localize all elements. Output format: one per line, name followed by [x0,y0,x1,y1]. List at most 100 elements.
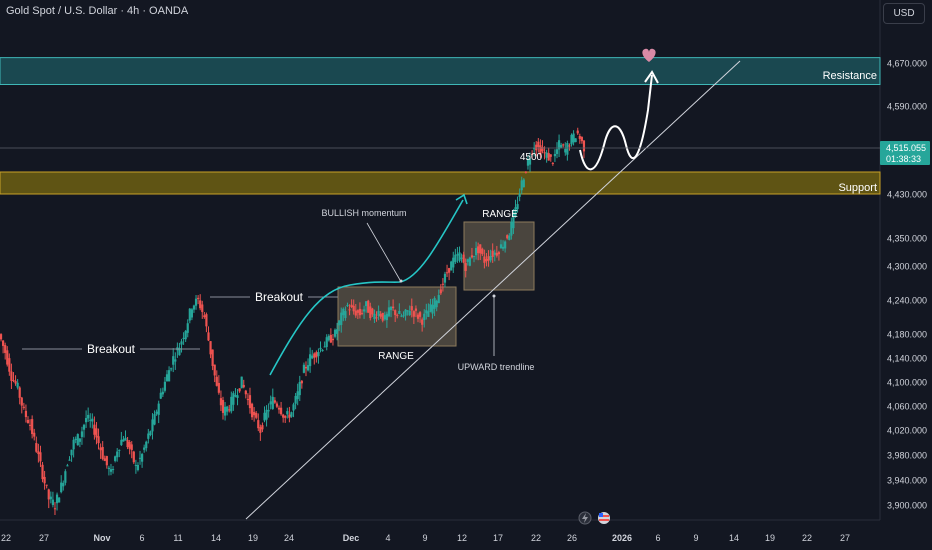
candle-body [279,407,283,415]
x-tick-label: 9 [693,533,698,543]
candle-body [207,332,210,341]
candle-body [445,272,449,274]
candle-body [18,387,21,398]
candle-body [97,436,100,444]
projection-path [579,74,653,171]
candle-body [72,439,75,450]
candle-body [499,244,503,249]
candle-body [157,403,160,415]
candle-body [576,130,579,134]
currency-button[interactable]: USD [883,3,925,24]
candle-body [174,359,177,362]
candle-body [441,283,444,285]
candle-body [466,259,469,262]
candle-body [385,313,388,321]
y-tick-label: 3,900.000 [887,501,927,511]
candle-body [178,348,181,356]
candle-body [524,171,527,173]
candle-body [242,384,245,388]
bullish-pointer-dot [399,279,403,283]
candle-body [248,395,252,409]
candle-body [126,440,129,448]
candle-body [236,395,239,398]
candle-body [485,259,488,262]
candle-body [186,323,189,333]
y-tick-label: 4,020.000 [887,426,927,436]
candle-body [4,345,7,353]
candle-body [304,366,308,369]
candle-body [60,482,63,493]
candle-body [62,482,65,487]
candle-body [365,301,368,307]
candle-body [497,252,501,255]
candle-body [406,310,409,312]
candle-body [203,315,206,318]
candle-body [462,254,465,263]
x-tick-label: 4 [385,533,390,543]
candle-body [344,311,347,319]
bullish-pointer [366,222,401,281]
candle-body [273,400,276,403]
candle-body [74,438,77,441]
candle-body [354,310,357,316]
candle-body [118,449,121,451]
time-axis[interactable]: 22 27 Nov 6 11 14 19 24 Dec 4 9 12 17 22 26 2026 6 9 14 19 2… [1,511,850,543]
bullish-curve [269,199,464,376]
candle-body [400,315,403,317]
range-boxes [337,221,535,347]
candle-body [234,395,237,397]
candle-body [360,312,364,314]
projection-arrowhead [644,70,659,84]
resistance-label: Resistance [823,70,877,82]
candle-body [159,392,162,399]
candle-body [458,252,461,261]
candle-body [201,304,204,313]
candle-body [141,454,144,462]
candle-body [489,255,492,261]
symbol-title: Gold Spot / U.S. Dollar · 4h · OANDA [6,5,189,17]
candle-body [543,152,546,154]
candle-body [504,241,507,249]
candle-body [205,314,208,327]
price-axis[interactable]: 4,670.000 4,590.000 4,430.000 4,350.000 4,30… [880,59,930,511]
trendline-pointer-dot [492,294,496,298]
candle-body [223,406,227,416]
candle-body [381,312,384,321]
candle-body [331,338,335,341]
candle-body [45,484,48,486]
candle-body [568,145,571,147]
candle-body [277,407,281,410]
y-tick-label: 4,060.000 [887,402,927,412]
candle-body [55,494,59,504]
candle-body [379,314,382,317]
candle-body [410,306,413,311]
candle-body [101,446,104,459]
candle-body [259,427,262,433]
candle-body [282,414,285,418]
y-tick-label: 4,300.000 [887,262,927,272]
candle-body [329,334,332,343]
candle-body [286,411,289,415]
candle-body [6,350,9,365]
trendline-label: UPWARD trendline [458,362,535,372]
x-tick-label: 9 [422,533,427,543]
candle-body [412,311,415,317]
bullish-arrowhead [455,193,468,205]
candle-body [352,305,355,312]
candle-body [47,489,50,500]
candle-body [180,341,183,345]
candle-body [120,439,123,446]
candle-body [215,376,218,386]
annotations: Breakout Breakout BULLISH momentum RANGE RAN… [0,48,880,520]
candle-body [435,300,438,308]
y-tick-label: 4,430.000 [887,190,927,200]
candle-body [147,433,150,439]
candle-body [539,145,542,155]
candle-body [41,464,44,480]
candle-body [111,469,115,471]
countdown-value: 01:38:33 [886,154,921,164]
candle-body [49,496,52,500]
candle-body [564,148,567,153]
candle-body [109,469,113,472]
